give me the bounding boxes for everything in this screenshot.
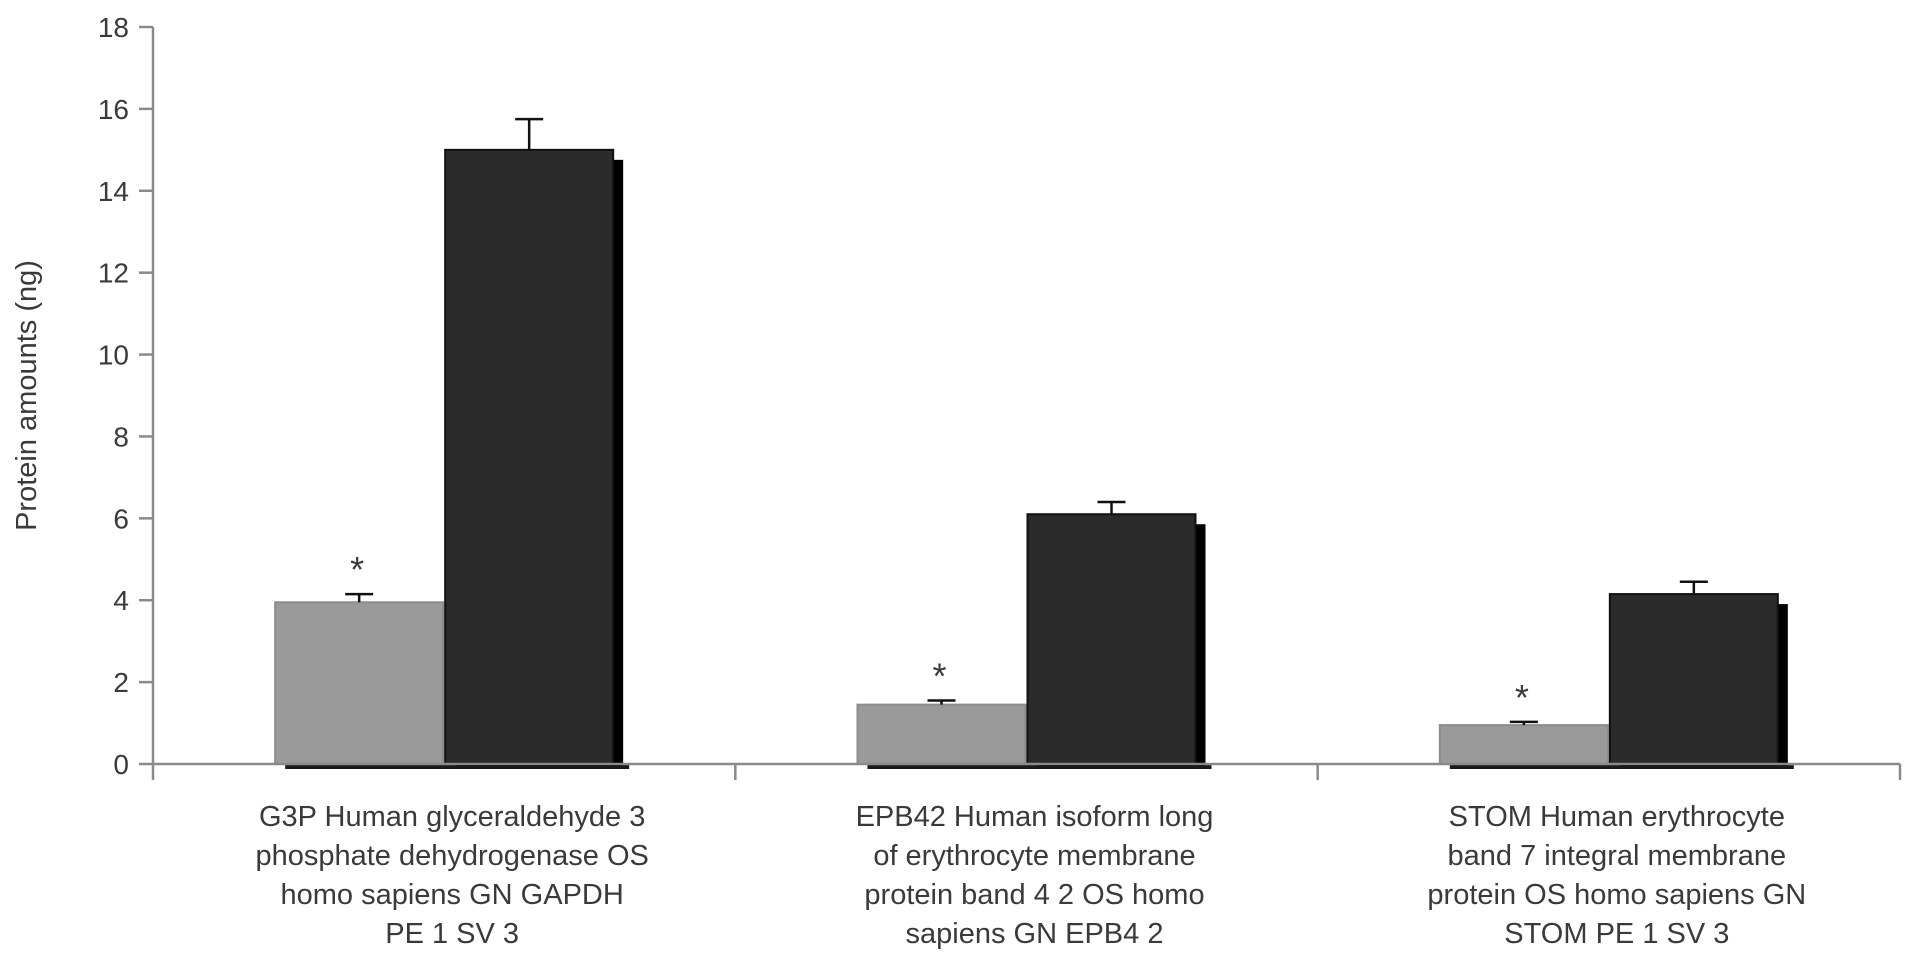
x-category-label-line: EPB42 Human isoform long <box>856 801 1214 833</box>
bar-base-shadow <box>867 764 1212 769</box>
y-tick-label: 12 <box>98 258 129 289</box>
y-axis-ticks: 0 2 4 6 8 10 12 14 16 18 <box>98 12 155 780</box>
x-axis <box>151 762 1902 780</box>
x-category-label-line: protein OS homo sapiens GN <box>1427 879 1806 911</box>
y-tick-label: 8 <box>113 421 129 452</box>
y-tick-label: 0 <box>113 749 129 780</box>
y-tick-label: 10 <box>98 340 129 371</box>
y-tick-label: 4 <box>113 585 129 616</box>
x-category-label-line: band 7 integral membrane <box>1448 840 1787 872</box>
bar <box>274 601 445 766</box>
x-category-label-line: G3P Human glyceraldehyde 3 <box>259 801 645 833</box>
x-category-label-line: homo sapiens GN GAPDH <box>281 879 624 911</box>
y-axis-label: Protein amounts (ng) <box>11 260 43 531</box>
x-category-label-line: PE 1 SV 3 <box>385 918 519 950</box>
x-category-label-line: of erythrocyte membrane <box>873 840 1195 872</box>
x-category-label-line: phosphate dehydrogenase OS <box>255 840 648 872</box>
bar <box>1026 513 1197 765</box>
significance-marker: * <box>1515 677 1529 718</box>
y-tick-label: 18 <box>98 12 129 43</box>
x-category-label-line: STOM PE 1 SV 3 <box>1504 918 1729 950</box>
bar <box>856 703 1027 765</box>
bar <box>444 148 615 766</box>
significance-marker: * <box>932 656 946 697</box>
x-axis-category-labels: G3P Human glyceraldehyde 3 phosphate dehy… <box>255 801 1806 950</box>
bar-base-shadow <box>285 764 630 769</box>
y-tick-label: 16 <box>98 94 129 125</box>
bar-base-shadow <box>1449 764 1794 769</box>
bars: * * * <box>274 117 1794 769</box>
y-tick-label: 6 <box>113 503 129 534</box>
x-category-label-line: sapiens GN EPB4 2 <box>906 918 1164 950</box>
bar <box>1438 724 1609 766</box>
y-tick-label: 14 <box>98 176 129 207</box>
bar <box>1608 593 1779 766</box>
y-tick-label: 2 <box>113 667 129 698</box>
x-category-label-line: protein band 4 2 OS homo <box>864 879 1204 911</box>
significance-marker: * <box>350 549 364 590</box>
x-category-label-line: STOM Human erythrocyte <box>1449 801 1785 833</box>
